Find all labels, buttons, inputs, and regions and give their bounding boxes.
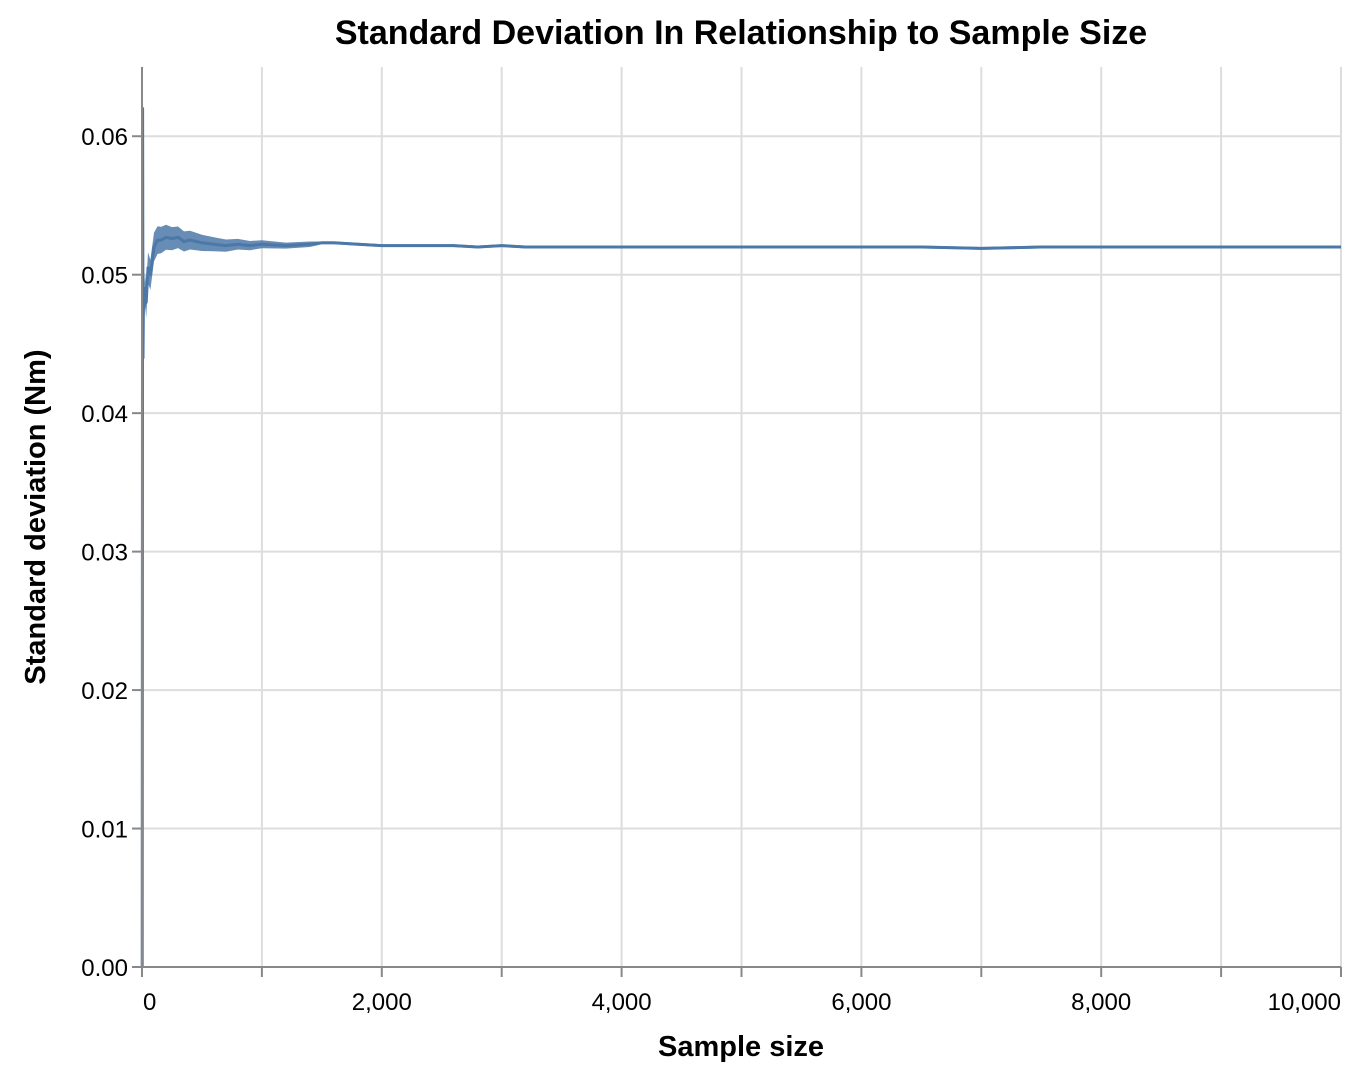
data-point	[177, 237, 178, 238]
data-point	[237, 244, 238, 245]
data-point	[213, 244, 214, 245]
data-point	[1041, 247, 1042, 248]
data-point	[801, 247, 802, 248]
x-tick-label: 2,000	[352, 989, 412, 1016]
axes: 0 2,000 4,000 6,000 8,000 10,000 0.00 0.01 0.02 0…	[81, 67, 1342, 1016]
data-point	[195, 241, 196, 242]
data-point	[153, 247, 154, 248]
data-point	[501, 245, 502, 246]
y-tick-label: 0.03	[81, 540, 128, 567]
data-point	[147, 267, 148, 268]
data-point	[183, 241, 184, 242]
data-point	[561, 247, 562, 248]
x-tick-label: 0	[143, 989, 156, 1016]
data-point	[144, 305, 145, 306]
data-point	[381, 245, 382, 246]
x-tick-label: 6,000	[831, 989, 891, 1016]
series-line-group	[140, 107, 1342, 968]
data-point	[161, 240, 162, 241]
data-point	[477, 247, 478, 248]
data-point	[249, 245, 250, 246]
x-tick-label: 4,000	[592, 989, 652, 1016]
data-point	[285, 245, 286, 246]
data-point	[171, 238, 172, 239]
data-point	[621, 247, 622, 248]
data-point	[1341, 247, 1342, 248]
y-tick-label: 0.00	[81, 955, 128, 982]
y-tick-label: 0.05	[81, 263, 128, 290]
data-point	[981, 248, 982, 249]
data-point	[1281, 247, 1282, 248]
data-point	[1221, 247, 1222, 248]
data-point	[405, 245, 406, 246]
data-point	[921, 247, 922, 248]
y-tick-label: 0.02	[81, 678, 128, 705]
data-point	[321, 242, 322, 243]
y-tick-label: 0.04	[81, 401, 128, 428]
data-point	[1101, 247, 1102, 248]
data-point	[225, 245, 226, 246]
data-point	[357, 244, 358, 245]
data-point	[189, 240, 190, 241]
chart-title: Standard Deviation In Relationship to Sa…	[335, 14, 1147, 52]
data-point	[333, 242, 334, 243]
data-point	[681, 247, 682, 248]
data-point	[453, 245, 454, 246]
data-point	[146, 302, 147, 303]
x-tick-label: 10,000	[1268, 989, 1341, 1016]
data-point	[150, 274, 151, 275]
data-point	[1161, 247, 1162, 248]
series-line	[140, 107, 1341, 968]
y-tick-label: 0.01	[81, 817, 128, 844]
x-tick-label: 8,000	[1071, 989, 1131, 1016]
data-point	[144, 288, 145, 289]
data-point	[157, 240, 158, 241]
data-point	[309, 244, 310, 245]
data-point	[143, 309, 144, 310]
series-noise-band	[144, 224, 1342, 322]
data-point	[165, 237, 166, 238]
x-axis-title: Sample size	[658, 1031, 824, 1063]
data-point	[201, 242, 202, 243]
series-band	[144, 224, 1342, 322]
data-point	[741, 247, 742, 248]
gridlines	[142, 67, 1342, 967]
y-axis-title: Standard deviation (Nm)	[20, 349, 52, 684]
data-point	[429, 245, 430, 246]
data-point	[261, 244, 262, 245]
data-point	[525, 247, 526, 248]
data-point	[861, 247, 862, 248]
y-tick-label: 0.06	[81, 124, 128, 151]
